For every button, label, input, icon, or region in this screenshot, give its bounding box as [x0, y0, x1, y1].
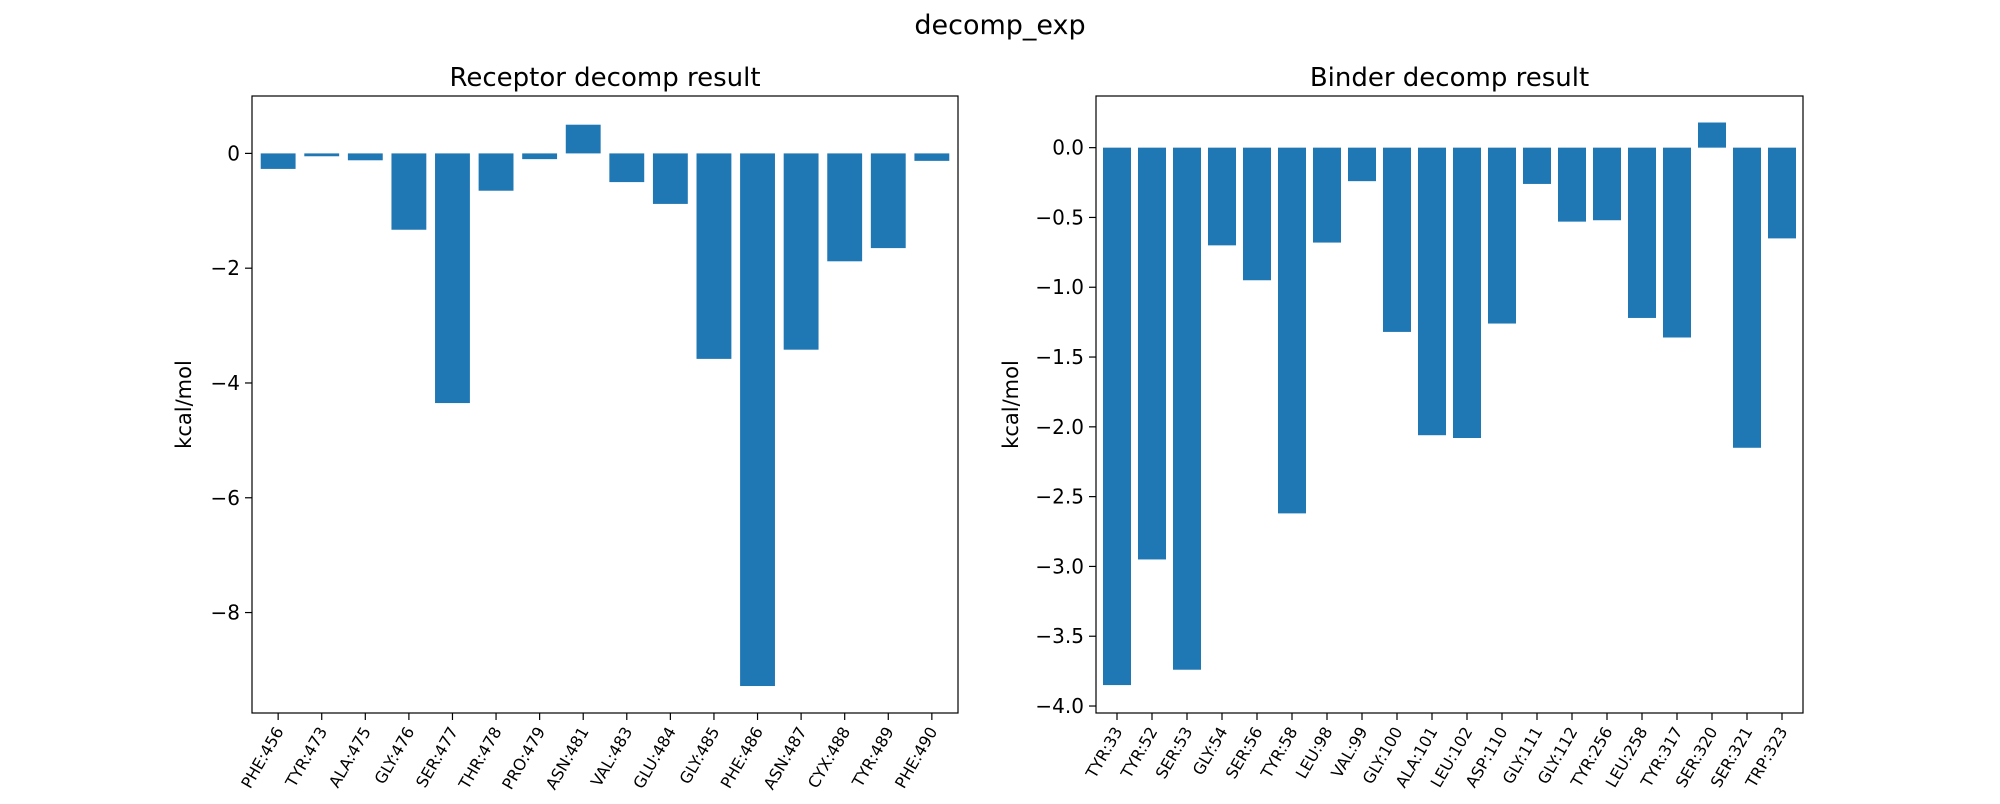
bar-ser-477: [435, 153, 470, 404]
y-tick-label: −1.5: [1035, 345, 1084, 369]
bar-gly-476: [391, 153, 427, 230]
y-tick-label: −2.5: [1035, 485, 1084, 509]
bar-phe-456: [260, 153, 296, 169]
x-tick-label: TYR:473: [281, 724, 331, 792]
x-tick-label: PHE:486: [717, 724, 767, 792]
y-tick-label: −2: [211, 256, 240, 280]
y-tick-label: −6: [211, 486, 240, 510]
chart-title: Receptor decomp result: [449, 63, 760, 93]
bar-ser-320: [1698, 122, 1726, 148]
bar-leu-258: [1628, 147, 1656, 318]
bar-tyr-58: [1278, 147, 1306, 514]
bar-phe-490: [914, 153, 950, 161]
bar-ser-321: [1733, 147, 1761, 448]
bar-thr-478: [478, 153, 514, 191]
x-tick-label: GLU:484: [629, 724, 680, 793]
bar-tyr-52: [1138, 147, 1166, 560]
y-tick-label: −3.5: [1035, 624, 1084, 648]
y-tick-label: −2.0: [1035, 415, 1084, 439]
bar-leu-102: [1453, 147, 1481, 438]
bar-val-483: [609, 153, 645, 183]
bar-glu-484: [652, 153, 688, 204]
y-tick-label: −1.0: [1035, 275, 1084, 299]
bar-gly-54: [1208, 147, 1236, 246]
x-tick-label: CYX:488: [804, 724, 854, 792]
receptor-chart: 0 −2 −4 −6 −8 PHE:456TYR:473ALA:475GLY:476SER…: [172, 63, 959, 793]
chart-title: Binder decomp result: [1310, 63, 1589, 93]
y-tick-label: 0: [227, 141, 240, 165]
bar-gly-100: [1383, 147, 1411, 332]
x-tick-label: GLY:485: [676, 724, 724, 788]
plot-frame: [251, 95, 959, 714]
y-tick-label: −8: [211, 601, 240, 625]
x-tick-label: PHE:456: [237, 724, 287, 792]
x-tick-label: ALA:475: [325, 724, 375, 791]
y-tick-label: −4: [211, 371, 240, 395]
bar-ser-53: [1173, 147, 1201, 670]
y-tick-label: −4.0: [1035, 694, 1084, 718]
bar-tyr-317: [1663, 147, 1691, 338]
bar-tyr-473: [304, 153, 340, 157]
bar-phe-486: [740, 153, 775, 687]
y-tick-label: −3.0: [1035, 554, 1084, 578]
bar-asn-487: [783, 153, 819, 350]
bar-val-99: [1348, 147, 1376, 182]
plot-frame: [1095, 95, 1804, 714]
y-axis-label: kcal/mol: [172, 360, 196, 449]
y-tick-label: 0.0: [1052, 136, 1084, 160]
bar-gly-111: [1523, 147, 1551, 184]
bar-asn-481: [565, 124, 601, 154]
x-tick-label: ASN:481: [542, 724, 593, 793]
bar-pro-479: [522, 153, 558, 160]
bar-ser-56: [1243, 147, 1271, 281]
bar-tyr-33: [1103, 147, 1131, 686]
x-tick-label: SER:477: [412, 724, 462, 791]
bar-gly-485: [696, 153, 732, 359]
x-tick-label: GLY:476: [371, 724, 419, 788]
bar-ala-101: [1418, 147, 1446, 436]
bar-tyr-256: [1593, 147, 1621, 221]
bar-tyr-489: [870, 153, 906, 249]
bar-gly-112: [1558, 147, 1586, 222]
y-tick-label: −0.5: [1035, 205, 1084, 229]
bar-trp-323: [1768, 147, 1796, 239]
bar-asp-110: [1488, 147, 1516, 324]
bar-leu-98: [1313, 147, 1341, 243]
x-tick-label: VAL:483: [587, 724, 636, 790]
figure-suptitle: decomp_exp: [914, 10, 1086, 41]
x-tick-label: TYR:489: [848, 724, 898, 792]
y-axis-label: kcal/mol: [999, 360, 1023, 449]
x-tick-label: PHE:490: [891, 724, 941, 792]
binder-chart: 0.0−0.5−1.0−1.5−2.0−2.5−3.0−3.5−4.0TYR:3…: [999, 63, 1804, 791]
bar-ala-475: [347, 153, 383, 161]
bar-cyx-488: [827, 153, 863, 262]
